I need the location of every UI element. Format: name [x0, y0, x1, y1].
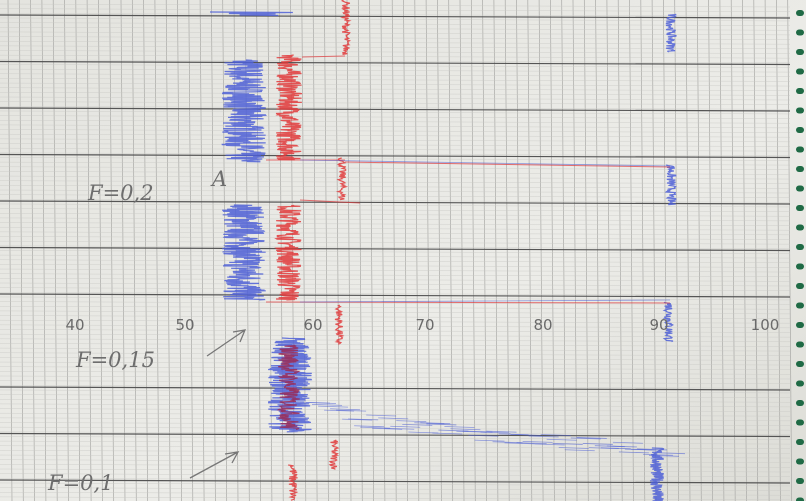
hole	[796, 459, 804, 465]
scale-label: 80	[533, 316, 552, 334]
scale-label: 70	[415, 316, 434, 334]
hole	[796, 166, 804, 172]
annotation: F=0,15	[75, 348, 155, 372]
hole	[796, 225, 804, 231]
hole	[796, 30, 804, 36]
hole	[796, 439, 804, 445]
hole	[796, 322, 804, 328]
hole	[796, 244, 804, 250]
annotation: A	[210, 167, 227, 191]
hole	[796, 205, 804, 211]
hole	[796, 478, 804, 484]
hole	[796, 147, 804, 153]
hole	[796, 361, 804, 367]
scale-label: 40	[65, 316, 84, 334]
hole	[796, 303, 804, 309]
hole	[796, 420, 804, 426]
scale-label: 90	[649, 316, 668, 334]
hole	[796, 400, 804, 406]
scale-label: 50	[175, 316, 194, 334]
hole	[796, 108, 804, 114]
chart-paper-photo: 40 50 60 70 80 90 100 F=0,2 F=0,15 F=0,1 A	[0, 0, 806, 501]
hole	[796, 381, 804, 387]
scale-label: 100	[751, 316, 780, 334]
hole	[796, 10, 804, 16]
hole	[796, 283, 804, 289]
hole	[796, 88, 804, 94]
hole	[796, 186, 804, 192]
annotation: F=0,2	[87, 181, 154, 205]
annotation: F=0,1	[47, 471, 114, 495]
hole	[796, 69, 804, 75]
scale-label: 60	[303, 316, 322, 334]
page: 405060708090100 F=0,2 F=0,15 F=0,1 A (()…	[0, 0, 806, 501]
hole	[796, 342, 804, 348]
hole	[796, 127, 804, 133]
hole	[796, 264, 804, 270]
hole	[796, 49, 804, 55]
